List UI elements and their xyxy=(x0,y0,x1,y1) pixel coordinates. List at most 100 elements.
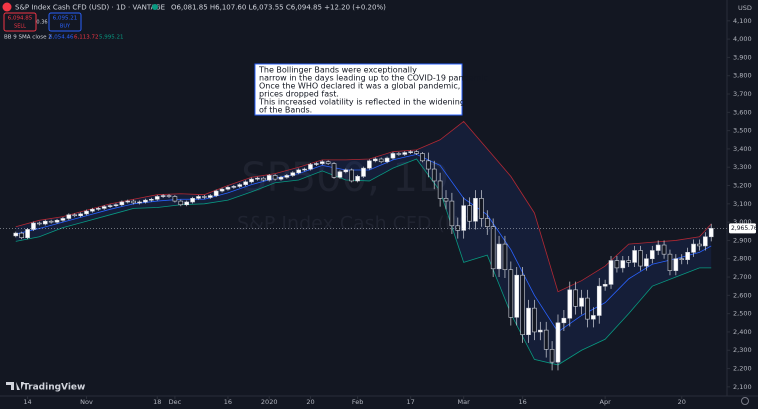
candle-body xyxy=(37,222,42,225)
candle-body xyxy=(638,250,643,267)
candle-body xyxy=(679,258,685,260)
candle-body xyxy=(314,163,319,165)
annotation-line: prices dropped fast. xyxy=(259,90,339,99)
buy-price[interactable]: 6,095.21 xyxy=(53,16,78,22)
candle-body xyxy=(502,243,508,271)
sell-price[interactable]: 6,094.85 xyxy=(8,16,33,22)
annotation-line: This increased volatility is reflected i… xyxy=(258,98,465,107)
currency-label: USD xyxy=(738,4,752,12)
candle-body xyxy=(337,171,343,178)
candle-body xyxy=(632,250,637,263)
candle-body xyxy=(278,176,284,180)
tv-logo-text: TradingView xyxy=(23,383,85,393)
last-price-tag xyxy=(729,223,756,234)
indicator-upper: 6,113.72 xyxy=(74,35,99,41)
candle-body xyxy=(378,158,384,163)
candle-body xyxy=(573,289,578,307)
x-tick-label: Nov xyxy=(80,398,93,406)
buy-label[interactable]: BUY xyxy=(60,24,71,30)
y-tick-label: 3,800 xyxy=(733,72,752,80)
candle-body xyxy=(25,229,30,238)
y-tick-label: 3,200 xyxy=(733,182,752,190)
upper-band xyxy=(15,120,712,293)
candle-body xyxy=(661,244,667,255)
candle-body xyxy=(13,232,19,237)
candle-body xyxy=(426,160,431,170)
y-tick-label: 3,000 xyxy=(733,218,752,226)
candle-body xyxy=(302,168,307,171)
candle-body xyxy=(437,180,443,199)
candle-body xyxy=(119,201,125,206)
candle-body xyxy=(396,153,402,155)
candle-body xyxy=(172,196,178,202)
candle-body xyxy=(655,244,661,251)
candle-body xyxy=(107,205,113,207)
candle-body xyxy=(231,186,237,188)
indicator-basis: 6,054.46 xyxy=(49,35,74,41)
candle-body xyxy=(449,200,455,227)
candle-body xyxy=(90,209,95,212)
candle-body xyxy=(361,167,366,177)
market-status xyxy=(152,4,158,10)
settings-button[interactable] xyxy=(741,397,749,405)
candle-body xyxy=(19,232,24,238)
x-tick-label: 16 xyxy=(224,398,232,406)
candle-body xyxy=(290,172,296,176)
candle-body xyxy=(78,213,83,217)
candle-body xyxy=(673,258,679,271)
y-tick-label: 3,500 xyxy=(733,127,752,135)
annotation-box xyxy=(254,63,463,116)
y-tick-label: 4,000 xyxy=(733,35,752,43)
candle-body xyxy=(202,196,207,198)
y-tick-label: 3,100 xyxy=(733,200,752,208)
y-tick-label: 2,400 xyxy=(733,328,752,336)
candle-body xyxy=(237,184,243,187)
y-tick-label: 2,600 xyxy=(733,291,752,299)
candle-body xyxy=(484,218,490,228)
candle-body xyxy=(296,169,301,174)
symbol-logo xyxy=(2,2,12,12)
annotation: The Bollinger Bands were exceptionallyna… xyxy=(258,66,490,115)
candle-body xyxy=(532,307,537,333)
candle-body xyxy=(249,178,254,183)
x-tick-label: 18 xyxy=(153,398,161,406)
buy-button[interactable] xyxy=(48,12,82,32)
candle-body xyxy=(467,205,472,222)
candle-body xyxy=(284,175,290,178)
candle-body xyxy=(184,201,189,206)
candle-body xyxy=(131,200,136,204)
candle-body xyxy=(101,206,107,209)
candle-body xyxy=(325,161,331,164)
candle-body xyxy=(490,226,496,270)
candle-body xyxy=(602,284,608,287)
symbol-header: S&P Index Cash CFD (USD) · 1D · VANTAGE xyxy=(15,4,165,12)
y-tick-label: 3,300 xyxy=(733,163,752,171)
candle-body xyxy=(343,169,349,173)
candle-body xyxy=(48,220,54,223)
candle-body xyxy=(555,322,561,363)
x-tick-label: Dec xyxy=(169,398,182,406)
x-tick-label: 17 xyxy=(407,398,415,406)
candle-body xyxy=(84,210,89,215)
candle-body xyxy=(431,168,437,182)
x-tick-label: Apr xyxy=(600,398,612,406)
last-price-label: 2,965.76 xyxy=(731,225,758,232)
candle-body xyxy=(543,329,549,350)
candle-body xyxy=(585,297,590,320)
candle-body xyxy=(149,198,154,201)
candle-body xyxy=(219,188,225,192)
sell-label[interactable]: SELL xyxy=(14,24,26,30)
y-tick-label: 2,100 xyxy=(733,383,752,391)
candle-body xyxy=(520,274,525,335)
sell-button[interactable] xyxy=(3,12,37,32)
indicator-name: BB 9 SMA close 2 xyxy=(4,35,52,41)
candle-body xyxy=(42,220,48,225)
y-tick-label: 2,900 xyxy=(733,236,752,244)
candle-body xyxy=(213,190,219,196)
candle-body xyxy=(190,198,195,203)
candle-body xyxy=(255,177,260,180)
candle-body xyxy=(261,177,266,181)
annotation-line: Once the WHO declared it was a global pa… xyxy=(259,82,460,91)
band-fill xyxy=(15,121,712,365)
